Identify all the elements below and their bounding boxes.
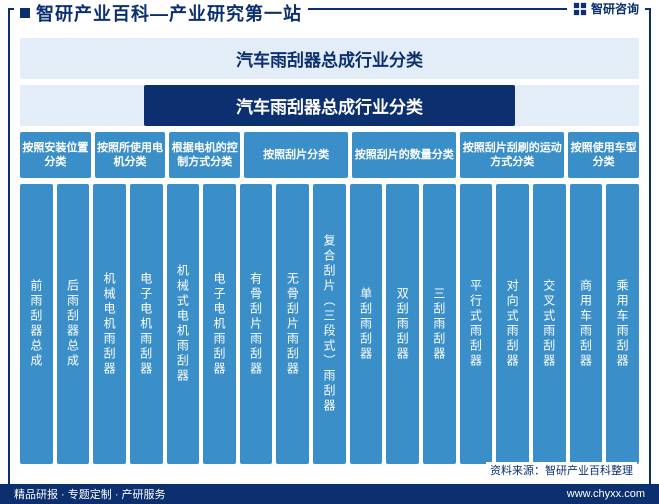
brand-text: 智研咨询 (591, 0, 639, 17)
category-row: 按照安装位置分类按照所使用电机分类根据电机的控制方式分类按照刮片分类按照刮片的数… (20, 132, 639, 178)
classification-title-inner: 汽车雨刮器总成行业分类 (144, 85, 515, 126)
footer-left-text: 精品研报 · 专题定制 · 产研服务 (14, 486, 166, 502)
item-box: 电子电机雨刮器 (203, 184, 236, 464)
category-box: 按照安装位置分类 (20, 132, 91, 178)
item-box: 乘用车雨刮器 (606, 184, 639, 464)
item-box: 前雨刮器总成 (20, 184, 53, 464)
header-left: 智研产业百科—产业研究第一站 (14, 0, 308, 26)
source-text: 资料来源：智研产业百科整理 (486, 462, 637, 478)
items-row: 前雨刮器总成后雨刮器总成机械电机雨刮器电子电机雨刮器机械式电机雨刮器电子电机雨刮… (20, 184, 639, 464)
category-box: 根据电机的控制方式分类 (169, 132, 240, 178)
item-box: 无骨刮片雨刮器 (276, 184, 309, 464)
item-box: 对向式雨刮器 (496, 184, 529, 464)
classification-title-outer: 汽车雨刮器总成行业分类 (20, 38, 639, 79)
item-box: 机械电机雨刮器 (93, 184, 126, 464)
category-box: 按照所使用电机分类 (95, 132, 166, 178)
header-bullet-icon (20, 8, 30, 18)
category-box: 按照刮片刮刷的运动方式分类 (460, 132, 564, 178)
page-title: 智研产业百科—产业研究第一站 (36, 0, 302, 26)
item-box: 单刮雨刮器 (350, 184, 383, 464)
item-box: 交叉式雨刮器 (533, 184, 566, 464)
item-box: 双刮雨刮器 (386, 184, 419, 464)
category-box: 按照刮片的数量分类 (352, 132, 456, 178)
item-box: 电子电机雨刮器 (130, 184, 163, 464)
item-box: 三刮雨刮器 (423, 184, 456, 464)
category-box: 按照使用车型分类 (568, 132, 639, 178)
item-box: 商用车雨刮器 (570, 184, 603, 464)
footer-right-text: www.chyxx.com (567, 488, 645, 500)
item-box: 机械式电机雨刮器 (167, 184, 200, 464)
category-box: 按照刮片分类 (244, 132, 348, 178)
classification-title-inner-wrap: 汽车雨刮器总成行业分类 (20, 85, 639, 126)
brand-logo-icon (573, 2, 587, 16)
item-box: 有骨刮片雨刮器 (240, 184, 273, 464)
footer-bar: 精品研报 · 专题定制 · 产研服务 www.chyxx.com (0, 484, 659, 504)
header-brand: 智研咨询 (567, 0, 645, 17)
content-area: 汽车雨刮器总成行业分类 汽车雨刮器总成行业分类 按照安装位置分类按照所使用电机分… (20, 38, 639, 464)
item-box: 复合刮片（三段式）雨刮器 (313, 184, 346, 464)
item-box: 平行式雨刮器 (460, 184, 493, 464)
item-box: 后雨刮器总成 (57, 184, 90, 464)
